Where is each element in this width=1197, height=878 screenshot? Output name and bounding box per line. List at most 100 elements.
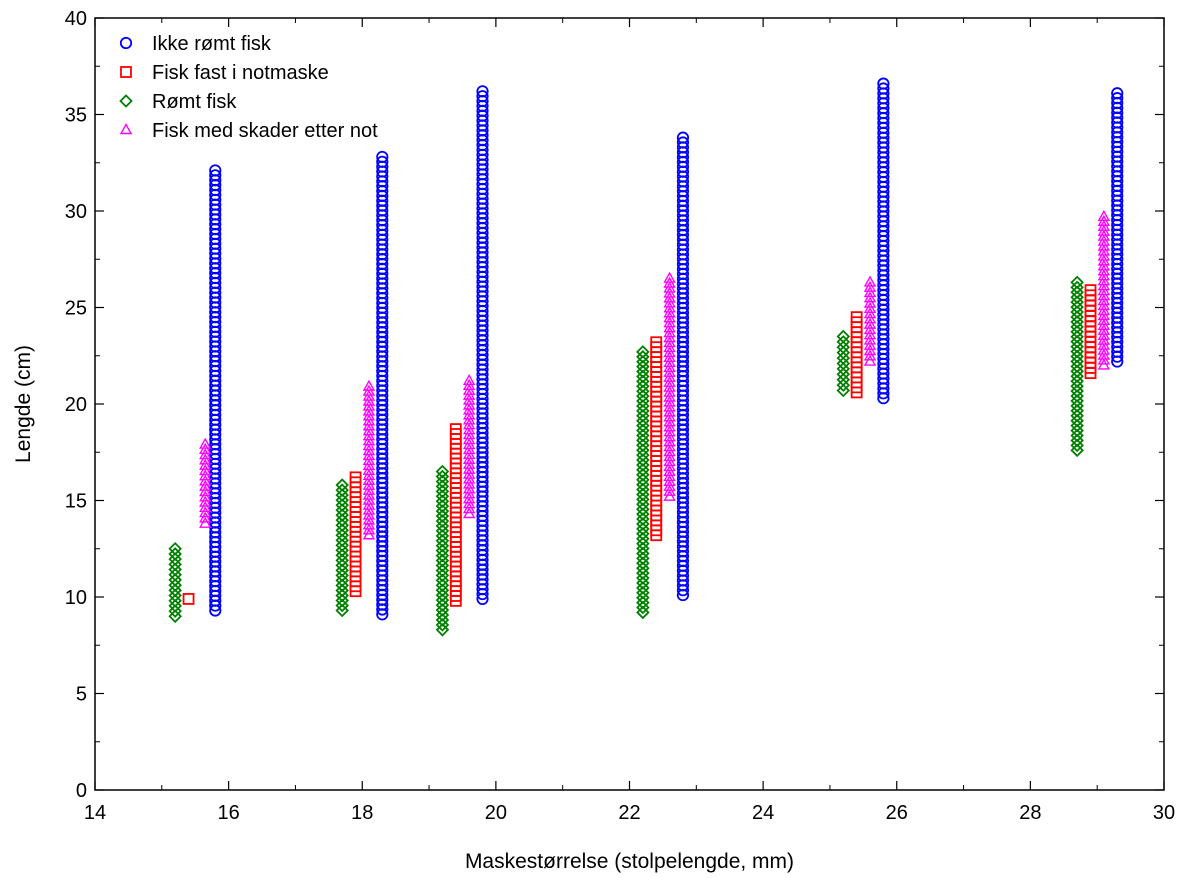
- data-point: [435, 474, 450, 489]
- data-point: [209, 169, 222, 182]
- x-axis: 14 16 18 20 22 24 26 28 30: [84, 18, 1175, 824]
- y-tick-label: 30: [65, 201, 87, 223]
- data-point: [335, 548, 349, 563]
- data-point: [863, 280, 877, 292]
- data-point: [199, 463, 212, 476]
- data-point: [168, 583, 182, 598]
- data-point: [335, 518, 349, 532]
- data-point: [335, 558, 349, 573]
- y-tick-label: 15: [65, 491, 87, 513]
- data-point: [168, 573, 182, 587]
- data-point: [1084, 284, 1097, 297]
- data-point: [435, 519, 450, 533]
- data-points: [168, 77, 1124, 637]
- data-point: [863, 291, 877, 303]
- data-point: [435, 464, 450, 479]
- data-point: [863, 301, 877, 313]
- data-point: [199, 442, 212, 455]
- data-point: [435, 484, 450, 499]
- data-point: [663, 271, 676, 283]
- data-point: [435, 538, 450, 553]
- data-point: [168, 562, 182, 577]
- data-point: [435, 479, 450, 494]
- data-point: [476, 85, 489, 98]
- y-tick-label: 10: [65, 587, 87, 609]
- data-point: [168, 593, 182, 608]
- data-point: [836, 329, 851, 344]
- data-point: [863, 328, 877, 340]
- data-point: [836, 356, 851, 371]
- data-point: [1111, 92, 1124, 105]
- data-point: [863, 307, 877, 319]
- data-point: [376, 150, 389, 164]
- y-axis: 0 5 10 15 20 25 30 35 40: [65, 8, 1164, 802]
- legend-label: Fisk med skader etter not: [152, 120, 378, 142]
- data-point: [335, 478, 349, 492]
- data-point: [836, 362, 851, 376]
- legend-label: Fisk fast i notmaske: [152, 62, 329, 84]
- data-point: [863, 317, 877, 329]
- y-tick-label: 35: [65, 105, 87, 127]
- data-point: [168, 541, 182, 556]
- data-point: [435, 598, 450, 612]
- data-point: [335, 553, 349, 568]
- data-point: [863, 349, 877, 361]
- data-point: [476, 90, 489, 103]
- data-point: [1070, 275, 1084, 290]
- x-tick-label: 20: [485, 802, 507, 824]
- data-point: [335, 533, 349, 548]
- data-point: [168, 604, 182, 618]
- data-point: [435, 469, 450, 484]
- data-point: [435, 583, 450, 598]
- data-point: [435, 494, 450, 508]
- y-tick-label: 25: [65, 298, 87, 320]
- data-point: [435, 593, 450, 607]
- data-point: [335, 588, 349, 603]
- data-point: [435, 514, 450, 528]
- legend: Ikke rømt fisk Fisk fast i notmaske Rømt f…: [119, 33, 378, 142]
- legend-marker: [120, 66, 132, 78]
- series-1: [209, 77, 1124, 621]
- series-4: [199, 209, 1111, 540]
- legend-label: Rømt fisk: [152, 91, 237, 113]
- data-point: [199, 437, 212, 449]
- data-point: [335, 603, 349, 618]
- y-tick-label: 40: [65, 8, 87, 30]
- data-point: [863, 275, 877, 287]
- data-point: [435, 578, 450, 593]
- x-axis-label: Maskestørrelse (stolpelengde, mm): [465, 850, 794, 873]
- data-point: [435, 563, 450, 578]
- data-point: [335, 543, 349, 558]
- data-point: [863, 338, 877, 350]
- data-point: [836, 340, 851, 355]
- y-tick-label: 5: [76, 684, 87, 706]
- data-point: [863, 286, 877, 298]
- series-3: [168, 275, 1084, 637]
- x-tick-label: 18: [351, 802, 373, 824]
- data-point: [636, 345, 650, 359]
- data-point: [462, 373, 476, 386]
- data-point: [335, 538, 349, 553]
- data-point: [435, 504, 450, 518]
- data-point: [435, 489, 450, 504]
- data-point: [335, 573, 349, 588]
- x-tick-label: 26: [886, 802, 908, 824]
- data-point: [335, 493, 349, 507]
- x-tick-label: 30: [1153, 802, 1175, 824]
- data-point: [335, 583, 349, 598]
- plot-area: [94, 17, 1165, 791]
- data-point: [435, 558, 450, 573]
- data-point: [676, 131, 690, 144]
- data-point: [836, 383, 851, 398]
- data-point: [435, 543, 450, 558]
- data-point: [435, 608, 450, 622]
- data-point: [1097, 209, 1111, 221]
- data-point: [435, 553, 450, 568]
- series-2: [182, 284, 1097, 607]
- data-point: [435, 568, 450, 583]
- data-point: [199, 490, 212, 502]
- data-point: [877, 82, 890, 95]
- data-point: [209, 164, 222, 177]
- data-point: [836, 335, 851, 349]
